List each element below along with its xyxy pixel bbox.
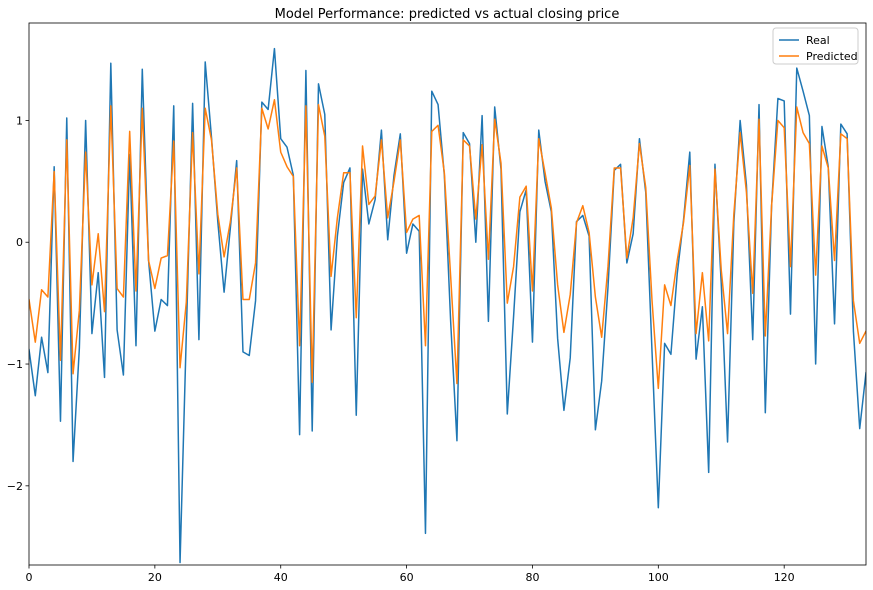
plot-background xyxy=(29,23,866,565)
x-tick-label: 20 xyxy=(148,571,162,584)
legend-label-predicted: Predicted xyxy=(806,50,858,63)
x-tick-label: 60 xyxy=(400,571,414,584)
y-tick-label: −2 xyxy=(7,480,23,493)
legend-label-real: Real xyxy=(806,34,830,47)
x-tick-label: 80 xyxy=(525,571,539,584)
axes-frame xyxy=(28,22,867,566)
x-tick-label: 40 xyxy=(274,571,288,584)
x-tick-label: 0 xyxy=(26,571,33,584)
series-line-real xyxy=(29,47,866,564)
chart-title: Model Performance: predicted vs actual c… xyxy=(275,7,620,22)
series-layer xyxy=(29,47,866,564)
x-tick-label: 120 xyxy=(774,571,795,584)
legend: Real Predicted xyxy=(772,27,859,65)
legend-box xyxy=(772,27,859,65)
axes-layer: 0 20 40 60 80 100 120 −2 −1 0 1 xyxy=(7,22,867,584)
plot-area xyxy=(29,23,866,565)
y-tick-label: −1 xyxy=(7,358,23,371)
y-tick-label: 1 xyxy=(16,114,23,127)
series-line-predicted xyxy=(29,98,866,390)
x-tick-label: 100 xyxy=(648,571,669,584)
y-tick-label: 0 xyxy=(16,236,23,249)
